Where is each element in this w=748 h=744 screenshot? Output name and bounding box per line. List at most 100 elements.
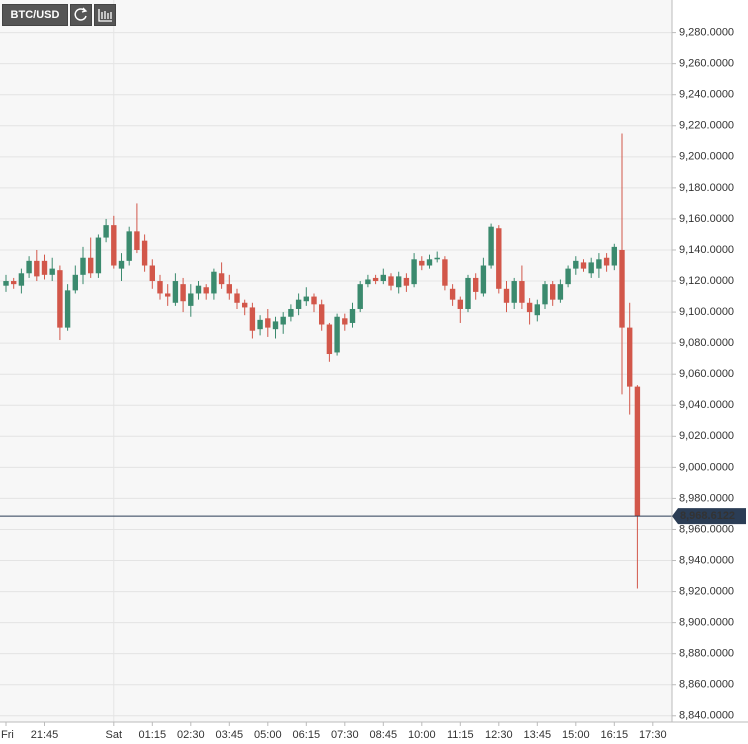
candle-body [242,302,248,308]
y-tick-label: 8,920.0000 [679,585,734,597]
candle-body [627,327,633,387]
candle-body [619,249,625,328]
symbol-button[interactable]: BTC/USD [2,4,68,26]
candle-body [573,260,579,269]
candle-body [311,296,317,305]
candle-body [319,304,325,325]
y-tick-label: 9,220.0000 [679,120,734,132]
y-tick-label: 9,040.0000 [679,399,734,411]
candle-body [118,260,125,269]
candle-body [611,246,617,266]
candle-body [465,277,471,309]
candle-body [195,285,202,294]
candle-body [203,287,209,294]
candle-body [457,299,463,309]
candle-body [580,262,587,269]
y-tick-label: 8,900.0000 [679,617,734,629]
y-tick-label: 9,280.0000 [679,27,734,39]
candle-body [596,259,602,269]
candle-body [511,281,517,303]
candle-body [588,262,594,274]
x-tick-label: 21:45 [31,729,59,741]
candle-body [534,304,540,316]
candle-body [426,259,433,266]
y-tick-label: 9,060.0000 [679,368,734,380]
candle-body [188,293,194,306]
candle-body [388,276,394,286]
candle-body [326,324,333,355]
x-tick-label: 01:15 [139,729,167,741]
candle-body [111,225,117,266]
refresh-icon [74,7,88,21]
candle-body [95,237,102,274]
candle-body [288,308,294,317]
x-tick-label: 11:15 [447,729,474,741]
candle-body [557,284,564,300]
candle-body [211,271,217,294]
candle-body [165,293,171,297]
chart-type-icon [98,9,112,22]
candle-body [272,321,279,330]
candle-body [3,281,9,286]
candle-body [49,268,55,275]
y-tick-label: 9,120.0000 [679,275,734,287]
candle-body [396,276,402,288]
candle-body [449,288,456,300]
candle-body [411,259,417,285]
candle-body [303,296,309,302]
y-tick-label: 8,980.0000 [679,492,734,504]
candle-body [419,260,425,266]
x-tick-label: 13:45 [524,729,552,741]
y-tick-label: 9,240.0000 [679,89,734,101]
candle-body [365,279,371,285]
candle-body [41,260,48,275]
candle-body [542,284,548,305]
y-tick-label: 8,860.0000 [679,679,734,691]
candle-body [234,293,240,303]
candle-body [434,257,440,260]
candle-body [249,307,256,331]
x-tick-label: 06:15 [293,729,321,741]
y-tick-label: 9,000.0000 [679,461,734,473]
candle-body [88,257,94,274]
candle-body [72,274,78,291]
x-tick-label: 12:30 [485,729,513,741]
x-tick-label: Fri [1,729,14,741]
x-tick-label: 02:30 [177,729,205,741]
candle-body [18,273,25,286]
candle-body [473,277,479,292]
y-tick-label: 9,180.0000 [679,182,734,194]
refresh-button[interactable] [70,4,92,26]
candle-body [603,257,610,266]
y-tick-label: 9,100.0000 [679,306,734,318]
candle-body [80,257,86,275]
y-tick-label: 9,200.0000 [679,151,734,163]
candle-body [357,284,363,309]
y-tick-label: 9,140.0000 [679,244,734,256]
candle-body [157,281,163,294]
y-tick-label: 9,260.0000 [679,58,734,70]
candle-body [634,386,641,517]
candle-body [57,270,63,328]
chart-type-button[interactable] [94,4,116,26]
x-tick-label: 03:45 [216,729,244,741]
y-tick-label: 8,840.0000 [679,710,734,722]
candle-body [172,281,179,303]
x-tick-label: 05:00 [254,729,282,741]
candle-body [103,225,109,238]
candle-body [149,265,155,282]
x-tick-label: 17:30 [639,729,667,741]
candle-body [265,318,271,328]
candle-body [295,299,302,309]
candle-body [442,259,448,286]
plot-background [0,0,672,722]
x-tick-label: 10:00 [408,729,436,741]
candle-body [134,231,140,250]
candle-body [226,284,232,294]
candle-body [34,260,40,277]
x-tick-label: 08:45 [370,729,398,741]
candle-body [349,308,356,323]
candles [0,133,672,589]
